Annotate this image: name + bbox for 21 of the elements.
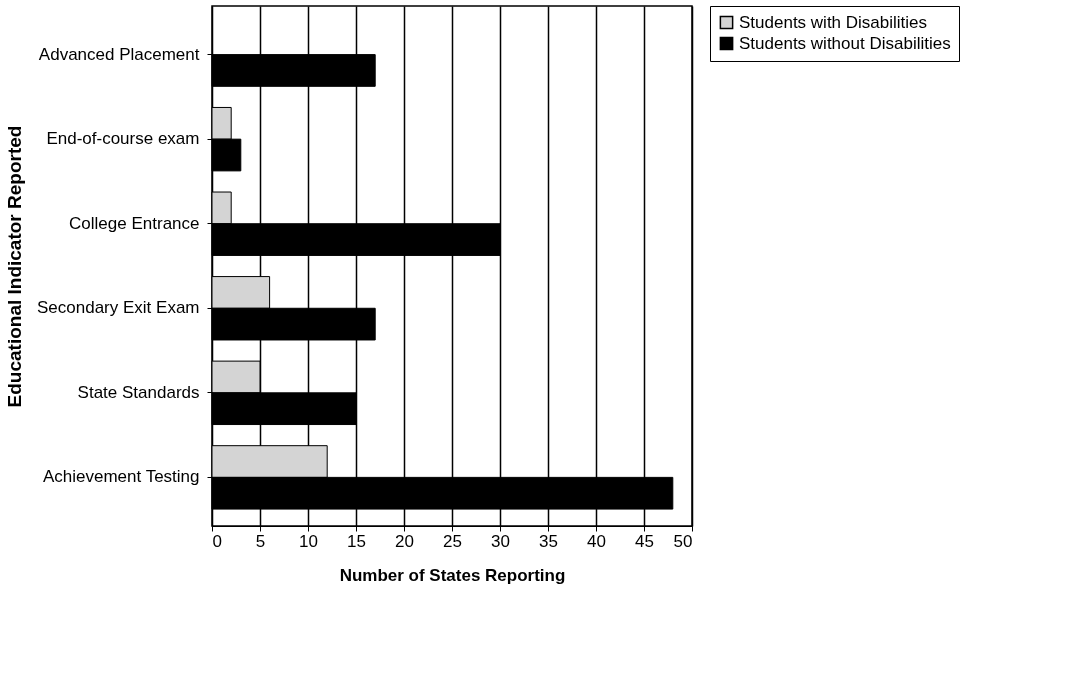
x-tick-label: 35	[539, 531, 558, 551]
x-tick-label: 0	[212, 531, 222, 551]
x-tick-label: 50	[673, 531, 693, 551]
x-tick-label: 15	[347, 531, 366, 551]
legend-label: Students with Disabilities	[739, 12, 928, 32]
y-tick-label: Secondary Exit Exam	[36, 298, 200, 318]
x-tick-label: 25	[443, 531, 462, 551]
x-tick-label: 30	[491, 531, 510, 551]
x-tick-label: 40	[587, 531, 606, 551]
y-tick-label: Advanced Placement	[38, 44, 200, 64]
x-tick-label: 5	[255, 531, 266, 551]
y-axis-title: Educational Indicator Reported	[3, 125, 25, 408]
x-tick-label: 10	[299, 531, 318, 551]
y-tick-label: End-of-course exam	[46, 129, 200, 149]
x-tick-label: 20	[395, 531, 414, 551]
y-tick-label: Achievement Testing	[42, 467, 200, 487]
legend-label: Students without Disabilities	[739, 33, 951, 53]
x-axis-title: Number of States Reporting	[339, 565, 566, 585]
y-tick-label: State Standards	[77, 382, 200, 402]
y-tick-label: College Entrance	[69, 213, 200, 233]
x-tick-label: 45	[635, 531, 654, 551]
